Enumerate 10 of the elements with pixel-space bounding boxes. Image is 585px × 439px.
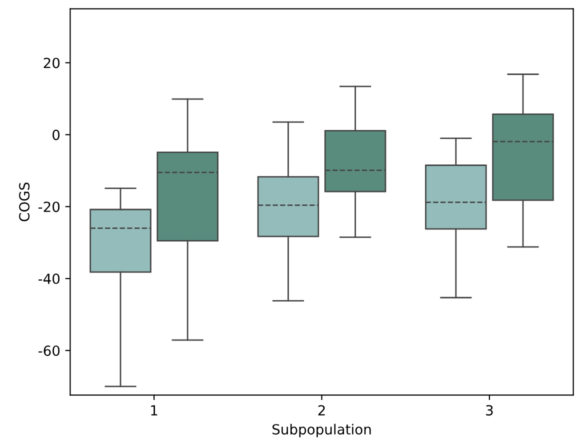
x-axis-title: Subpopulation [272, 424, 371, 438]
y-tick-label: -40 [38, 274, 60, 284]
y-tick-label: -60 [38, 345, 60, 356]
y-axis-title: COGS [19, 182, 30, 222]
x-tick-label: 2 [318, 405, 325, 416]
x-tick-label: 1 [151, 405, 158, 416]
y-tick-label: 20 [44, 58, 60, 68]
y-tick-label: 0 [52, 130, 60, 140]
y-tick-label: -20 [38, 202, 60, 212]
x-tick-label: 3 [486, 405, 493, 416]
